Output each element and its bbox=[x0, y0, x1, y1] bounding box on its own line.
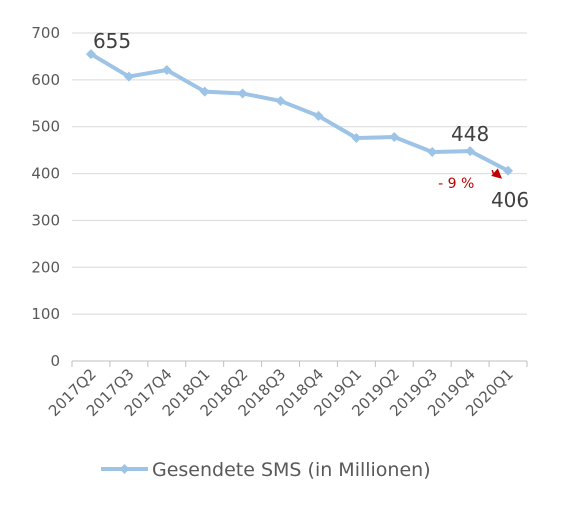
data-point bbox=[503, 165, 514, 176]
data-point bbox=[465, 146, 476, 157]
y-tick-label: 500 bbox=[31, 118, 60, 136]
x-axis-ticks: 2017Q22017Q32017Q42018Q12018Q22018Q32018… bbox=[45, 365, 517, 420]
data-point bbox=[161, 65, 172, 76]
legend-label: Gesendete SMS (in Millionen) bbox=[152, 459, 431, 481]
axis-layer bbox=[71, 360, 528, 367]
data-point bbox=[199, 86, 210, 97]
data-point bbox=[237, 88, 248, 99]
data-point bbox=[123, 71, 134, 82]
y-tick-label: 100 bbox=[31, 305, 60, 323]
data-point bbox=[85, 49, 96, 60]
data-point bbox=[351, 132, 362, 143]
y-tick-label: 400 bbox=[31, 165, 60, 183]
series-line bbox=[88, 52, 511, 173]
marker-layer bbox=[85, 49, 514, 176]
y-tick-label: 200 bbox=[31, 258, 60, 276]
y-axis-ticks: 0 100 200 300 400 500 600 700 bbox=[31, 24, 60, 370]
y-tick-label: 600 bbox=[31, 71, 60, 89]
data-point bbox=[275, 95, 286, 106]
y-tick-label: 300 bbox=[31, 211, 60, 229]
legend: Gesendete SMS (in Millionen) bbox=[101, 459, 431, 481]
change-arrowhead-icon bbox=[491, 168, 503, 179]
grid-layer bbox=[72, 32, 527, 315]
y-tick-label: 0 bbox=[50, 352, 60, 370]
legend-diamond-icon bbox=[119, 464, 130, 474]
data-point bbox=[389, 132, 400, 143]
change-label: - 9 % bbox=[438, 176, 474, 192]
y-tick-label: 700 bbox=[31, 24, 60, 42]
callout-prev-value: 448 bbox=[451, 122, 489, 146]
annotation-layer: 655 448 406 - 9 % bbox=[93, 29, 529, 212]
callout-first-value: 655 bbox=[93, 29, 131, 53]
callout-last-value: 406 bbox=[491, 188, 529, 212]
data-point bbox=[313, 110, 324, 121]
series-layer bbox=[88, 52, 511, 173]
data-point bbox=[427, 147, 438, 158]
